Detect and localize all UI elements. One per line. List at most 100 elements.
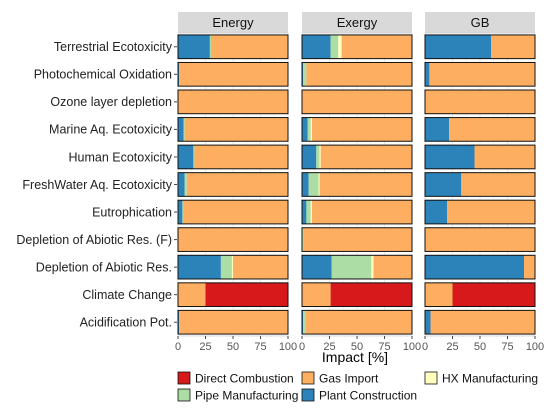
bar-row-photochemical-oxidation [424, 61, 536, 87]
bar-row-human-ecotoxicity [177, 144, 289, 170]
bar-segment-gas-import [211, 34, 288, 59]
legend-swatch [301, 388, 315, 402]
bar-segment-gas-import [474, 145, 535, 169]
category-label-depletion-of-abiotic-res-f: Depletion of Abiotic Res. (F) [16, 233, 172, 247]
bar-row-ozone-layer-depletion [424, 89, 536, 115]
bar-outline [177, 254, 289, 280]
category-label-climate-change: Climate Change [82, 288, 172, 302]
legend-label: Pipe Manufacturing [195, 389, 298, 403]
category-label-acidification-pot: Acidification Pot. [80, 316, 172, 330]
bar-segment-direct-combustion [452, 282, 535, 307]
legend-swatch [424, 371, 438, 385]
facet-exergy: Exergy 0 25 50 75 100 [299, 12, 421, 353]
legend-item-gas-import: Gas Import [301, 372, 379, 386]
bar-segment-plant-construction [425, 34, 491, 59]
bar-segment-plant-construction [302, 62, 304, 87]
facet-title: Exergy [337, 15, 378, 30]
bar-outline [301, 172, 413, 197]
bar-segment-plant-construction [302, 34, 331, 59]
bar-segment-gas-import [178, 282, 206, 307]
bar-row-terrestrial-ecotoxicity [177, 34, 289, 60]
category-label-marine-aq-ecotoxicity: Marine Aq. Ecotoxicity [49, 123, 173, 137]
bar-row-depletion-of-abiotic-res-f [177, 227, 289, 252]
bar-row-marine-aq-ecotoxicity [177, 117, 289, 142]
x-tick-label: 0 [175, 341, 181, 353]
x-axis-title: Impact [%] [322, 349, 388, 365]
category-label-eutrophication: Eutrophication [92, 205, 172, 219]
bar-row-terrestrial-ecotoxicity [301, 34, 413, 60]
bar-outline [177, 89, 289, 115]
bar-row-climate-change [424, 282, 536, 308]
bar-segment-direct-combustion [205, 282, 288, 307]
bar-segment-plant-construction [302, 172, 309, 197]
bar-segment-pipe-manufacturing [184, 172, 187, 197]
bar-segment-gas-import [373, 255, 412, 279]
bar-row-marine-aq-ecotoxicity [424, 117, 536, 142]
bar-segment-pipe-manufacturing [302, 227, 304, 252]
bar-outline [301, 282, 413, 308]
x-tick-label: 100 [526, 341, 544, 353]
x-tick-label: 100 [279, 341, 297, 353]
bar-segment-gas-import [524, 255, 535, 279]
category-label-freshwater-aq-ecotoxicity: FreshWater Aq. Ecotoxicity [22, 178, 172, 192]
x-tick-label: 100 [403, 341, 421, 353]
bar-segment-pipe-manufacturing [209, 34, 211, 59]
bar-segment-gas-import [179, 310, 288, 335]
bar-outline [424, 199, 536, 225]
category-label-ozone-layer-depletion: Ozone layer depletion [50, 95, 172, 109]
legend-item-hx-manufacturing: HX Manufacturing [424, 371, 538, 386]
bar-segment-gas-import [183, 200, 288, 224]
category-label-human-ecotoxicity: Human Ecotoxicity [68, 150, 172, 164]
bar-row-depletion-of-abiotic-res-f [424, 227, 536, 252]
bar-segment-hx-manufacturing [231, 255, 233, 279]
bar-segment-plant-construction [425, 145, 475, 169]
bar-row-acidification-pot [424, 309, 536, 335]
bar-segment-gas-import [306, 62, 412, 87]
bar-row-photochemical-oxidation [301, 61, 413, 87]
bar-segment-gas-import [341, 34, 412, 59]
bar-segment-hx-manufacturing [318, 172, 320, 197]
x-tick-label: 75 [254, 341, 266, 353]
bar-segment-gas-import [303, 227, 412, 252]
bar-row-freshwater-aq-ecotoxicity [301, 172, 413, 197]
legend-label: Plant Construction [319, 389, 417, 403]
bar-outline [301, 199, 413, 225]
bar-outline [424, 282, 536, 308]
bar-segment-plant-construction [178, 255, 221, 279]
bar-outline [301, 144, 413, 170]
bar-segment-hx-manufacturing [310, 117, 312, 142]
bar-segment-gas-import [184, 117, 288, 142]
bar-segment-gas-import [302, 282, 331, 307]
x-tick-label: 50 [474, 341, 486, 353]
bar-segment-gas-import [447, 200, 535, 224]
facet-title: GB [471, 15, 490, 30]
bar-segment-pipe-manufacturing [183, 117, 185, 142]
bar-segment-plant-construction [425, 255, 524, 279]
bar-segment-hx-manufacturing [319, 145, 321, 169]
bar-outline [424, 172, 536, 197]
bar-segment-pipe-manufacturing [303, 62, 307, 87]
bar-row-depletion-of-abiotic-res [424, 254, 536, 280]
bar-segment-pipe-manufacturing [330, 34, 339, 59]
facet-strip [178, 12, 288, 33]
bar-outline [301, 309, 413, 335]
facet-energy: Energy 0 25 50 75 100 [175, 12, 297, 353]
bar-segment-plant-construction [302, 200, 307, 224]
facet-gb: GB 0 25 50 75 100 [422, 12, 544, 353]
bar-segment-plant-construction [178, 172, 185, 197]
legend-label: HX Manufacturing [442, 372, 538, 386]
category-label-terrestrial-ecotoxicity: Terrestrial Ecotoxicity [54, 40, 173, 54]
legend-label: Direct Combustion [195, 372, 294, 386]
bar-row-ozone-layer-depletion [301, 89, 413, 115]
x-tick-label: 50 [227, 341, 239, 353]
bar-segment-gas-import [233, 255, 288, 279]
bar-segment-plant-construction [425, 172, 462, 197]
bar-segment-plant-construction [178, 117, 184, 142]
category-labels: Terrestrial Ecotoxicity Photochemical Oxi… [16, 40, 177, 330]
bar-segment-plant-construction [425, 117, 450, 142]
bar-outline [301, 89, 413, 115]
legend-item-pipe-manufacturing: Pipe Manufacturing [177, 389, 298, 403]
bar-segment-plant-construction [178, 310, 180, 335]
bar-segment-gas-import [461, 172, 535, 197]
bar-row-ozone-layer-depletion [177, 89, 289, 115]
